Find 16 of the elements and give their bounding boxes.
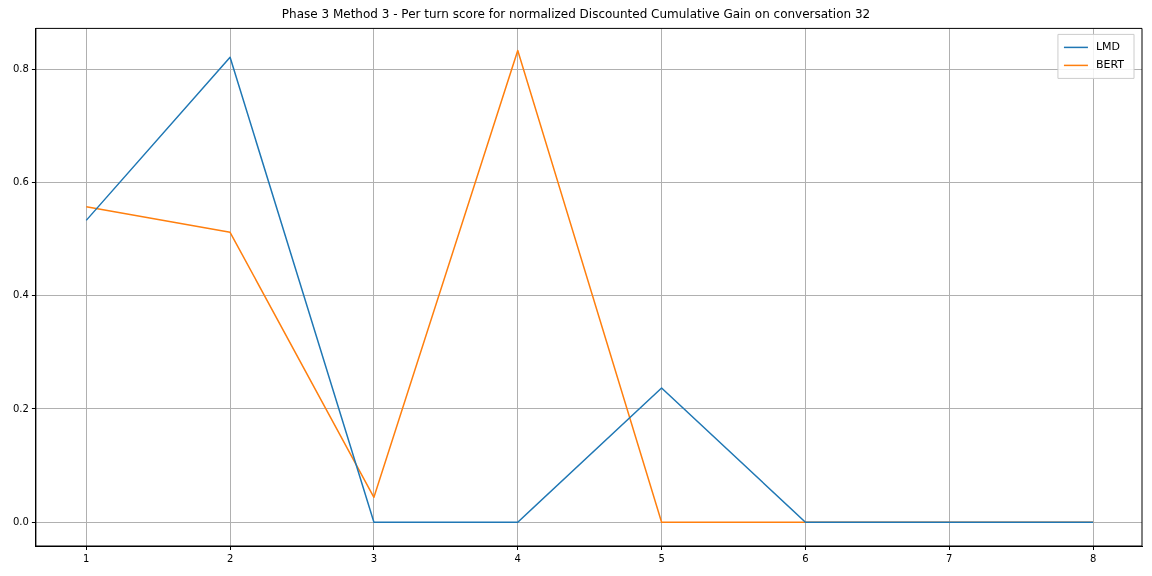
chart-title: Phase 3 Method 3 - Per turn score for normalized Discounted Cumulative Gain on conversation 32	[281, 7, 871, 22]
x-tick-label: 6	[802, 552, 809, 564]
x-tick-label: 7	[946, 552, 953, 564]
y-tick-label: 0.6	[13, 176, 29, 188]
x-tick-label: 8	[1089, 552, 1097, 564]
legend-label: BERT	[1095, 58, 1125, 72]
y-tick-label: 0.2	[13, 402, 29, 414]
y-tick-label: 0.8	[13, 62, 29, 74]
x-tick-label: 3	[370, 552, 378, 564]
x-tick-label: 1	[83, 552, 90, 564]
x-tick-label: 2	[226, 552, 234, 564]
y-tick-label: 0.4	[13, 289, 29, 301]
y-tick-label: 0.0	[13, 515, 29, 527]
legend-label: LMD	[1095, 40, 1121, 54]
x-tick-label: 5	[658, 552, 665, 564]
x-tick-label: 4	[514, 552, 521, 564]
